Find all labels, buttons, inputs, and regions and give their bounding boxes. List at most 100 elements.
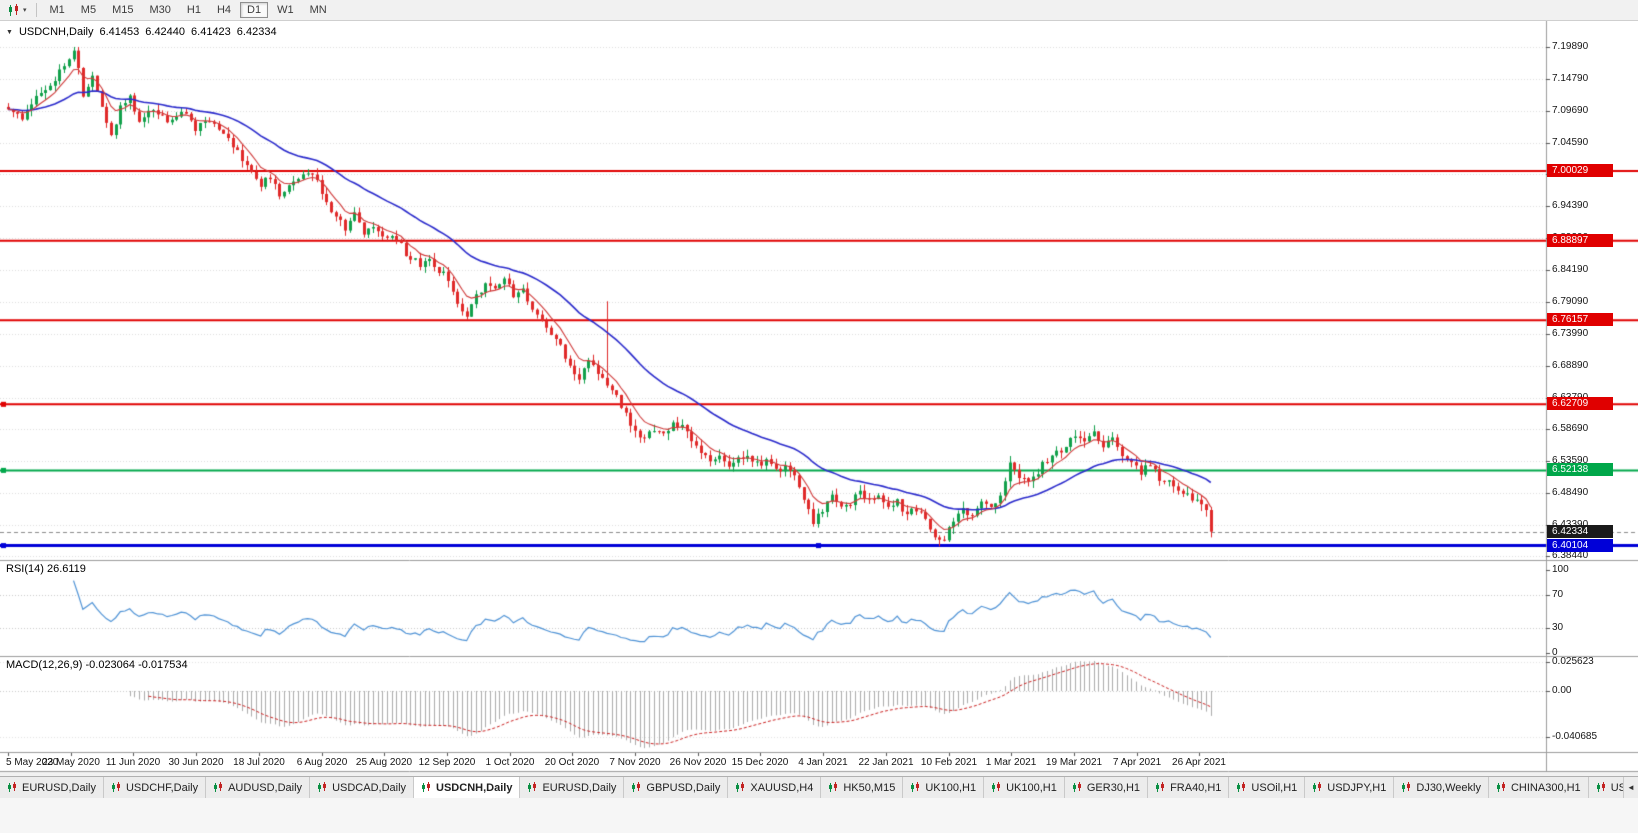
chart-tab-label: EURUSD,Daily bbox=[22, 781, 96, 794]
time-axis-label: 7 Nov 2020 bbox=[609, 757, 661, 768]
chart-tab-uk100-h1[interactable]: UK100,H1 bbox=[903, 777, 985, 798]
time-axis-label: 1 Mar 2021 bbox=[985, 757, 1037, 768]
macd-axis-label: 0.025623 bbox=[1552, 656, 1594, 667]
mini-chart-icon bbox=[911, 782, 920, 792]
price-axis-label: 6.84190 bbox=[1552, 264, 1589, 275]
chart-tab-bar: ◄ EURUSD,Daily USDCHF,Daily AUDUSD,Daily US… bbox=[0, 776, 1638, 798]
mini-chart-icon bbox=[1496, 782, 1505, 792]
chart-tab-label: USDJPY,H1 bbox=[1327, 781, 1387, 794]
price-axis-label: 6.53590 bbox=[1552, 455, 1589, 466]
timeframe-button-h1[interactable]: H1 bbox=[186, 4, 201, 16]
macd-label: MACD(12,26,9) -0.023064 -0.017534 bbox=[6, 659, 188, 671]
chart-open-value: 6.41453 bbox=[99, 26, 140, 38]
price-axis-label: 6.58690 bbox=[1552, 423, 1589, 434]
current-price-tag: 6.42334 bbox=[1547, 525, 1613, 538]
chart-tab-label: GER30,H1 bbox=[1086, 781, 1141, 794]
timeframe-button-d1[interactable]: D1 bbox=[240, 2, 269, 18]
time-axis-label: 20 Oct 2020 bbox=[544, 757, 600, 768]
time-axis-label: 19 Mar 2021 bbox=[1045, 757, 1103, 768]
chart-tab-label: UK100,H1 bbox=[1006, 781, 1057, 794]
chart-tab-eurusd-daily[interactable]: EURUSD,Daily bbox=[0, 777, 104, 798]
price-tag-6-62709[interactable]: 6.62709 bbox=[1547, 397, 1613, 410]
chart-tab-usdjpy-h1[interactable]: USDJPY,H1 bbox=[1305, 777, 1395, 798]
chart-tab-ger30-h1[interactable]: GER30,H1 bbox=[1064, 777, 1149, 798]
chart-tab-usdchf-daily[interactable]: USDCHF,Daily bbox=[103, 777, 207, 798]
time-axis-label: 7 Apr 2021 bbox=[1112, 757, 1162, 768]
chart-tab-label: GBPUSD,Daily bbox=[646, 781, 721, 794]
price-chart-canvas[interactable] bbox=[0, 21, 1638, 776]
rsi-label: RSI(14) 26.6119 bbox=[6, 563, 86, 575]
price-tag-6-88897[interactable]: 6.88897 bbox=[1547, 234, 1613, 247]
time-axis-label: 6 Aug 2020 bbox=[296, 757, 348, 768]
timeframe-button-h4[interactable]: H4 bbox=[216, 4, 232, 16]
mini-chart-icon bbox=[8, 782, 16, 792]
chart-tab-audusd-daily[interactable]: AUDUSD,Daily bbox=[206, 777, 311, 798]
chart-tab-gbpusd-daily[interactable]: GBPUSD,Daily bbox=[624, 777, 729, 798]
collapse-triangle-icon[interactable]: ▼ bbox=[6, 28, 13, 36]
mini-chart-icon bbox=[111, 782, 120, 792]
time-axis-label: 30 Jun 2020 bbox=[168, 757, 224, 768]
candlestick-chart-icon bbox=[9, 3, 18, 16]
price-axis-label: 6.48490 bbox=[1552, 487, 1589, 498]
chart-tab-uk100-h1[interactable]: UK100,H1 bbox=[984, 777, 1065, 798]
chart-tab-label: HK50,M15 bbox=[843, 781, 896, 794]
chart-tab-fra40-h1[interactable]: FRA40,H1 bbox=[1148, 777, 1230, 798]
timeframe-button-m5[interactable]: M5 bbox=[80, 4, 97, 16]
mini-chart-icon bbox=[1596, 782, 1605, 792]
chart-tab-label: USDCNH,Daily bbox=[436, 781, 513, 794]
time-axis-label: 4 Jan 2021 bbox=[798, 757, 848, 768]
rsi-name: RSI(14) bbox=[6, 563, 44, 575]
chart-tab-usdcad-daily[interactable]: USDCAD,Daily bbox=[310, 777, 415, 798]
price-axis-label: 7.14790 bbox=[1552, 73, 1589, 84]
price-axis-label: 6.79090 bbox=[1552, 296, 1589, 307]
chart-tab-label: USOil,H1 bbox=[1251, 781, 1298, 794]
rsi-axis-label: 0 bbox=[1552, 647, 1558, 658]
macd-axis-label: 0.00 bbox=[1552, 685, 1572, 696]
price-tag-6-76157[interactable]: 6.76157 bbox=[1547, 313, 1613, 326]
time-axis-label: 25 Aug 2020 bbox=[355, 757, 413, 768]
chart-tab-xauusd-h4[interactable]: XAUUSD,H4 bbox=[728, 777, 822, 798]
mini-chart-icon bbox=[1313, 782, 1322, 792]
tab-scroll-left-button[interactable]: ◄ bbox=[1623, 777, 1638, 798]
mini-chart-icon bbox=[632, 782, 641, 792]
time-axis-label: 11 Jun 2020 bbox=[105, 757, 161, 768]
chart-mode-button[interactable]: ▾ bbox=[4, 3, 30, 18]
timeframe-button-mn[interactable]: MN bbox=[309, 4, 327, 16]
mini-chart-icon bbox=[1156, 782, 1165, 792]
time-axis-label: 26 Apr 2021 bbox=[1172, 757, 1226, 768]
timeframe-button-m30[interactable]: M30 bbox=[149, 4, 171, 16]
price-axis-label: 7.04590 bbox=[1552, 137, 1589, 148]
chart-symbol-period: USDCNH,Daily bbox=[18, 26, 94, 38]
chart-tab-usdcnh-daily[interactable]: USDCNH,Daily bbox=[414, 777, 521, 798]
chart-tab-label: EURUSD,Daily bbox=[542, 781, 617, 794]
chart-tab-eurusd-daily[interactable]: EURUSD,Daily bbox=[520, 777, 625, 798]
time-axis-label: 10 Feb 2021 bbox=[920, 757, 978, 768]
price-axis-label: 7.19890 bbox=[1552, 41, 1589, 52]
price-axis-label: 6.43390 bbox=[1552, 519, 1588, 531]
chart-close-value: 6.42334 bbox=[236, 26, 277, 38]
price-tag-7-00029[interactable]: 7.00029 bbox=[1547, 164, 1613, 177]
chart-tab-china300-h1[interactable]: CHINA300,H1 bbox=[1488, 777, 1589, 798]
chart-low-value: 6.41423 bbox=[191, 26, 231, 38]
window-bottom-strip bbox=[0, 798, 1638, 833]
chart-tab-dj30-weekly[interactable]: DJ30,Weekly bbox=[1394, 777, 1489, 798]
timeframe-button-w1[interactable]: W1 bbox=[277, 4, 294, 16]
chart-tab-label: FRA40,H1 bbox=[1170, 781, 1222, 794]
price-axis-label: 6.38440 bbox=[1552, 550, 1589, 561]
chart-tab-hk50-m15[interactable]: HK50,M15 bbox=[821, 777, 904, 798]
chart-tab-usoil-h1[interactable]: USOil,H1 bbox=[1229, 777, 1306, 798]
time-axis-label: 18 Jul 2020 bbox=[233, 757, 285, 768]
time-axis-label: 1 Oct 2020 bbox=[485, 757, 535, 768]
timeframe-button-m1[interactable]: M1 bbox=[49, 4, 65, 16]
chart-tab-label: XAUUSD,H4 bbox=[750, 781, 814, 794]
price-tag-6-52138[interactable]: 6.52138 bbox=[1547, 463, 1613, 476]
timeframe-button-m15[interactable]: M15 bbox=[112, 4, 134, 16]
price-tag-6-40104[interactable]: 6.40104 bbox=[1547, 539, 1613, 552]
chart-tab-label: USDCAD,Daily bbox=[332, 781, 407, 794]
macd-values: -0.023064 -0.017534 bbox=[85, 659, 188, 671]
time-axis-label: 22 Jan 2021 bbox=[858, 757, 914, 768]
macd-axis-label: -0.040685 bbox=[1552, 731, 1598, 742]
timeframe-buttons-group: M1 M5 M15 M30 H1 H4 D1 W1 MN bbox=[43, 2, 336, 18]
mini-chart-icon bbox=[1072, 782, 1081, 792]
chart-overlays: ▼ USDCNH,Daily 6.41453 6.42440 6.41423 6… bbox=[0, 21, 1638, 776]
